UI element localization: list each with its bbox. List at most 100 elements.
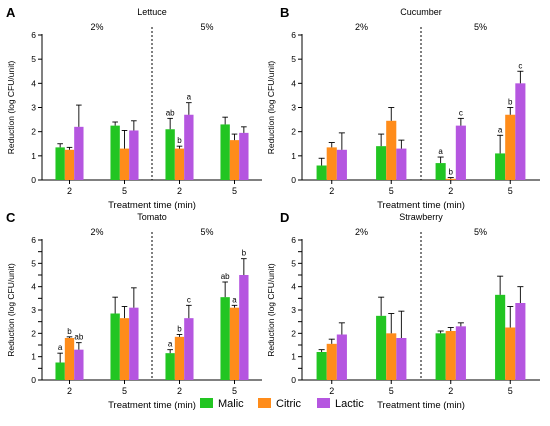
significance-letter: ab xyxy=(166,108,175,117)
bar-lactic xyxy=(336,149,347,180)
x-axis-label: Treatment time (min) xyxy=(108,200,196,211)
bar-malic xyxy=(495,294,506,380)
bar-lactic xyxy=(455,125,466,180)
y-tick-label: 0 xyxy=(31,175,36,185)
concentration-label: 5% xyxy=(200,227,213,237)
significance-letter: c xyxy=(459,108,463,117)
x-tick-label: 2 xyxy=(448,386,453,396)
bar-lactic xyxy=(184,318,194,380)
bar-lactic xyxy=(239,275,249,380)
bar-lactic xyxy=(396,338,407,380)
bar-citric xyxy=(229,307,240,380)
x-tick-label: 5 xyxy=(122,186,127,196)
panel-label: A xyxy=(6,5,16,20)
y-tick-label: 3 xyxy=(291,103,296,113)
x-tick-label: 2 xyxy=(329,186,334,196)
y-tick-label: 6 xyxy=(291,30,296,40)
x-tick-label: 5 xyxy=(232,186,237,196)
chart-title: Tomato xyxy=(137,212,167,222)
significance-letter: a xyxy=(187,93,192,102)
y-tick-label: 1 xyxy=(291,352,296,362)
y-tick-label: 4 xyxy=(31,78,36,88)
chart-title: Strawberry xyxy=(399,212,443,222)
panel-label: C xyxy=(6,210,16,225)
x-tick-label: 2 xyxy=(67,386,72,396)
x-tick-label: 2 xyxy=(177,386,182,396)
bar-citric xyxy=(505,114,516,180)
concentration-label: 5% xyxy=(200,22,213,32)
bar-citric xyxy=(119,318,130,380)
x-tick-label: 5 xyxy=(232,386,237,396)
panel-b: B Cucumber 0 1 2 3 4 5 6 Reduction (log CFU/unit)… xyxy=(266,5,540,211)
bar-malic xyxy=(220,124,230,180)
bar-malic xyxy=(495,153,506,180)
x-tick-label: 2 xyxy=(67,186,72,196)
y-tick-label: 1 xyxy=(31,352,36,362)
y-tick-label: 5 xyxy=(31,258,36,268)
bar-malic xyxy=(435,333,446,380)
significance-letter: b xyxy=(177,136,182,145)
x-axis-label: Treatment time (min) xyxy=(108,400,196,411)
y-tick-label: 0 xyxy=(31,375,36,385)
bar-citric xyxy=(326,147,337,180)
significance-letter: a xyxy=(438,147,443,156)
significance-letter: ab xyxy=(221,272,230,281)
bar-citric xyxy=(229,140,240,180)
significance-letter: b xyxy=(242,249,247,258)
bar-citric xyxy=(119,148,130,180)
legend-swatch-citric xyxy=(258,398,271,408)
x-tick-label: 2 xyxy=(177,186,182,196)
legend-label-citric: Citric xyxy=(276,398,302,410)
bar-malic xyxy=(55,362,65,380)
y-axis-label: Reduction (log CFU/unit) xyxy=(266,263,276,357)
bar-lactic xyxy=(455,326,466,380)
bar-lactic xyxy=(239,132,249,180)
significance-letter: b xyxy=(67,327,72,336)
y-tick-label: 6 xyxy=(31,235,36,245)
bar-lactic xyxy=(74,349,84,380)
bar-lactic xyxy=(515,303,526,380)
panel-d: D Strawberry 0 1 2 3 4 5 6 Reduction (log CFU/uni… xyxy=(266,210,540,411)
y-tick-label: 5 xyxy=(31,54,36,64)
chart-title: Lettuce xyxy=(137,7,167,17)
x-tick-label: 5 xyxy=(122,386,127,396)
y-tick-label: 3 xyxy=(31,103,36,113)
bar-citric xyxy=(445,331,456,380)
significance-letter: b xyxy=(449,168,454,177)
panel-label: B xyxy=(280,5,289,20)
x-tick-label: 5 xyxy=(508,386,513,396)
y-tick-label: 5 xyxy=(291,54,296,64)
panel-c: C Tomato 0 1 2 3 4 5 6 Reduction (log CFU/unit) 2%… xyxy=(6,210,262,411)
bar-lactic xyxy=(74,126,84,180)
concentration-label: 2% xyxy=(90,227,103,237)
bar-lactic xyxy=(129,307,139,380)
significance-letter: b xyxy=(177,325,182,334)
bar-lactic xyxy=(184,114,194,180)
y-tick-label: 6 xyxy=(31,30,36,40)
y-tick-label: 0 xyxy=(291,175,296,185)
legend-label-malic: Malic xyxy=(218,398,244,410)
bar-lactic xyxy=(515,83,526,180)
y-axis-label: Reduction (log CFU/unit) xyxy=(266,61,276,155)
bar-malic xyxy=(110,313,120,380)
significance-letter: a xyxy=(498,125,503,134)
concentration-label: 5% xyxy=(474,22,487,32)
y-tick-label: 6 xyxy=(291,235,296,245)
significance-letter: b xyxy=(508,98,513,107)
bar-citric xyxy=(64,338,75,380)
concentration-label: 2% xyxy=(355,22,368,32)
legend-swatch-lactic xyxy=(317,398,330,408)
significance-letter: c xyxy=(518,61,522,70)
y-tick-label: 0 xyxy=(291,375,296,385)
legend: Malic Citric Lactic xyxy=(200,398,364,410)
y-tick-label: 3 xyxy=(31,305,36,315)
x-tick-label: 2 xyxy=(329,386,334,396)
significance-letter: a xyxy=(232,295,237,304)
bar-malic xyxy=(316,165,327,180)
bar-lactic xyxy=(396,148,407,180)
bar-citric xyxy=(445,178,456,180)
y-tick-label: 2 xyxy=(31,328,36,338)
bar-citric xyxy=(386,120,397,180)
significance-letter: a xyxy=(168,340,173,349)
